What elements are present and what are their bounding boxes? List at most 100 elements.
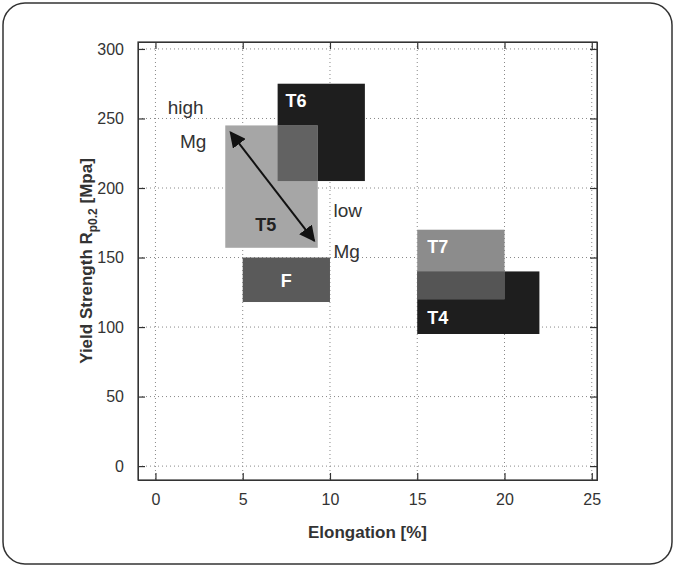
region-overlap — [417, 271, 504, 299]
outer-frame — [3, 3, 672, 564]
tick-mark — [243, 42, 244, 49]
region-label: T6 — [286, 91, 307, 111]
tick-label: 20 — [496, 491, 514, 508]
tick-mark — [138, 466, 145, 467]
y-grid-line — [138, 396, 597, 397]
y-axis-title-part: [Mpa] — [77, 158, 96, 208]
tick-label: 150 — [97, 249, 124, 266]
tick-mark — [330, 42, 331, 49]
y-axis-line — [139, 43, 146, 481]
tick-mark — [138, 118, 145, 119]
tick — [590, 188, 597, 189]
tick-mark — [590, 188, 597, 189]
tick-mark — [592, 473, 593, 480]
tick-mark — [138, 396, 145, 397]
region — [417, 230, 504, 300]
x-grid-line — [591, 42, 592, 480]
grid — [138, 42, 597, 480]
tick — [592, 42, 593, 49]
tick-mark — [590, 49, 597, 50]
region-label: T4 — [427, 308, 448, 328]
tick-label: 250 — [97, 110, 124, 127]
tick-mark — [417, 42, 418, 49]
tick-mark — [504, 473, 505, 480]
annotation: low — [333, 200, 362, 221]
tick — [155, 42, 156, 49]
tick: 50 — [106, 388, 145, 405]
tick-label: 15 — [409, 491, 427, 508]
tick — [590, 118, 597, 119]
tick: 250 — [97, 110, 145, 127]
tick-mark — [155, 473, 156, 480]
tick: 15 — [409, 473, 427, 508]
chart: 0510152025050100150200250300Elongation [… — [0, 0, 675, 567]
y-axis-right-line — [590, 43, 598, 481]
tick-mark — [243, 473, 244, 480]
annotation: Mg — [180, 131, 206, 152]
y-grid-line — [138, 118, 597, 119]
tick-label: 0 — [115, 458, 124, 475]
tick-mark — [590, 118, 597, 119]
tick-label: 50 — [106, 388, 124, 405]
y-axis-title: Yield Strength Rp0.2 [Mpa] — [77, 158, 100, 364]
tick: 100 — [97, 319, 145, 336]
tick-mark — [592, 42, 593, 49]
tick-label: 0 — [151, 491, 160, 508]
tick: 10 — [322, 473, 340, 508]
x-axis-top-line — [139, 43, 598, 50]
region — [225, 125, 317, 247]
y-grid-line — [138, 466, 597, 467]
y-grid-line — [138, 48, 597, 49]
tick: 0 — [151, 473, 160, 508]
tick — [243, 42, 244, 49]
plot-frame — [138, 42, 597, 480]
tick: 300 — [97, 41, 145, 58]
mg-arrow — [230, 132, 314, 240]
y-grid-line — [138, 188, 597, 189]
tick-label: 200 — [97, 180, 124, 197]
tick-mark — [138, 257, 145, 258]
x-axis-line — [139, 473, 598, 481]
tick — [590, 397, 597, 398]
region-overlap — [278, 125, 318, 181]
tick — [590, 258, 597, 259]
tick-label: 300 — [97, 41, 124, 58]
tick: 20 — [496, 473, 514, 508]
y-axis-title-subscript: p0.2 — [86, 208, 100, 232]
tick: 200 — [97, 180, 145, 197]
tick: 0 — [115, 458, 145, 475]
region — [417, 271, 539, 334]
tick-mark — [590, 466, 597, 467]
tick-mark — [138, 327, 145, 328]
tick — [330, 42, 331, 49]
region — [278, 84, 365, 181]
region-label: T7 — [427, 237, 448, 257]
tick — [505, 42, 506, 49]
tick-mark — [330, 473, 331, 480]
tick-mark — [138, 49, 145, 50]
region-labels: T6 T5 F T4 T7 — [255, 91, 448, 328]
x-axis: 0 5 10 15 20 25 — [139, 473, 602, 508]
y-axis-right — [590, 43, 598, 481]
annotation: high — [168, 97, 204, 118]
tick-mark — [155, 42, 156, 49]
tick-mark — [590, 327, 597, 328]
y-axis: 0 50 100 150 200 250 300 — [97, 41, 145, 481]
tick-label: 10 — [322, 491, 340, 508]
tick-label: 25 — [583, 491, 601, 508]
tick-label: 100 — [97, 319, 124, 336]
tick — [590, 49, 597, 50]
annotations: highMglowMg — [168, 97, 363, 261]
tick-mark — [138, 188, 145, 189]
y-grid-line — [138, 257, 597, 258]
tick-mark — [417, 473, 418, 480]
tick — [417, 42, 418, 49]
tick-mark — [590, 257, 597, 258]
region-label: F — [281, 271, 292, 291]
tick-mark — [590, 396, 597, 397]
y-axis-title-part: Yield Strength R — [77, 232, 96, 364]
tick — [590, 327, 597, 328]
tick: 5 — [239, 473, 248, 508]
region-label: T5 — [255, 215, 276, 235]
x-grid-line — [155, 42, 156, 480]
